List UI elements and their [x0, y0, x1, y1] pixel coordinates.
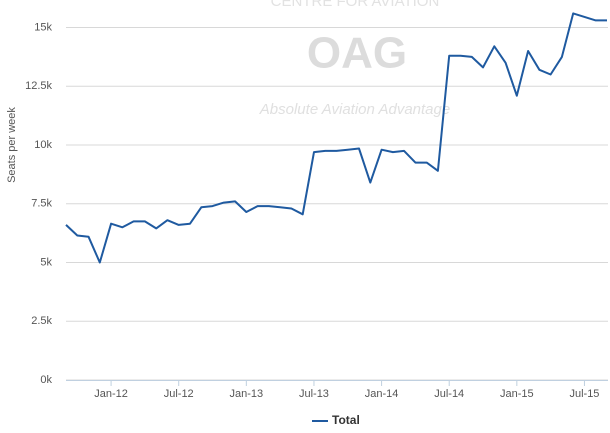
y-axis-label: Seats per week [6, 107, 18, 183]
watermark-org: CENTRE FOR AVIATION [271, 0, 440, 10]
x-tick-label: Jul-15 [569, 388, 599, 400]
x-tick-label: Jul-13 [299, 388, 329, 400]
y-tick-label: 12.5k [25, 80, 52, 92]
legend-label: Total [332, 413, 360, 427]
y-tick-label: 10k [34, 139, 52, 151]
y-tick-label: 7.5k [31, 198, 52, 210]
y-tick-label: 2.5k [31, 315, 52, 327]
x-tick-label: Jan-14 [365, 388, 399, 400]
watermark-tagline: Absolute Aviation Advantage [259, 101, 450, 118]
y-tick-label: 15k [34, 21, 52, 33]
x-tick-label: Jan-15 [500, 388, 534, 400]
x-tick-label: Jan-13 [230, 388, 264, 400]
y-tick-label: 0k [40, 374, 52, 386]
x-tick-label: Jul-14 [434, 388, 464, 400]
data-line [65, 12, 607, 264]
x-tick-label: Jan-12 [94, 388, 128, 400]
x-tick-label: Jul-12 [164, 388, 194, 400]
y-tick-label: 5k [40, 256, 52, 268]
watermark-brand: OAG [307, 29, 407, 78]
